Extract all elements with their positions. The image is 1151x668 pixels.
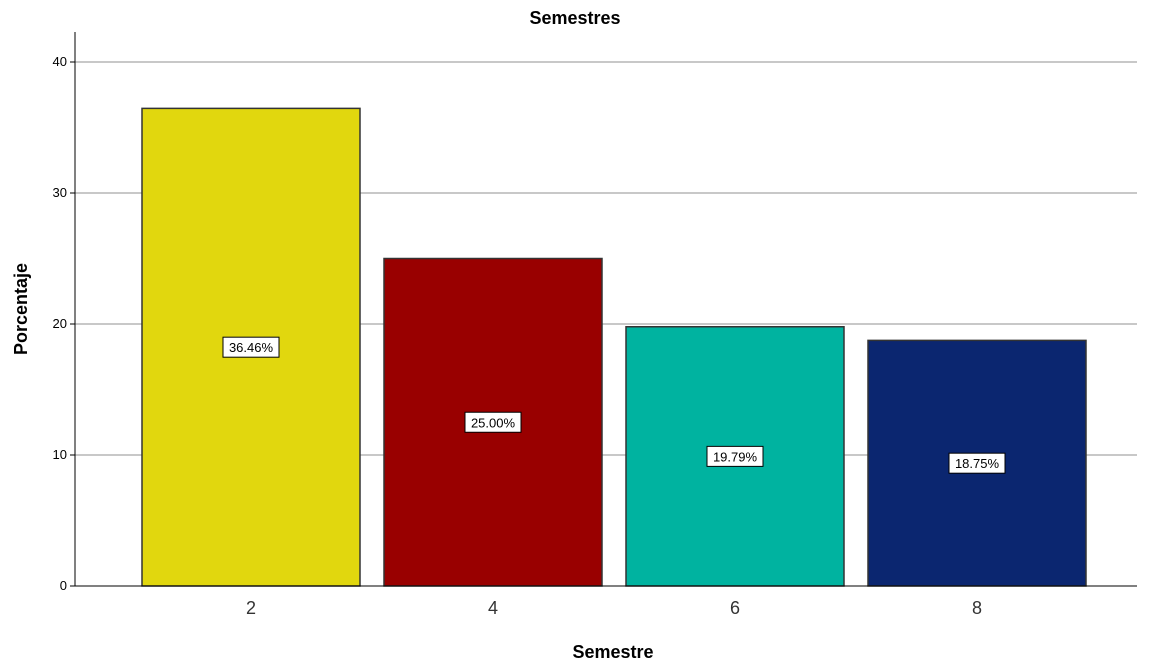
data-label: 36.46% <box>229 340 274 355</box>
x-tick-label: 8 <box>972 598 982 618</box>
chart-title: Semestres <box>529 8 620 28</box>
y-tick-label: 30 <box>53 185 67 200</box>
y-axis-title: Porcentaje <box>11 263 31 355</box>
data-labels: 36.46% 25.00% 19.79% 18.75% <box>222 336 1006 474</box>
data-label: 18.75% <box>955 456 1000 471</box>
x-tick-label: 2 <box>246 598 256 618</box>
x-tick-label: 4 <box>488 598 498 618</box>
x-ticks: 2 4 6 8 <box>246 598 982 618</box>
axes <box>74 32 1137 587</box>
x-axis-title: Semestre <box>572 642 653 662</box>
y-ticks: 0 10 20 30 40 <box>53 54 75 593</box>
y-tick-label: 40 <box>53 54 67 69</box>
data-label-box <box>948 452 1006 474</box>
bars <box>141 107 1087 587</box>
data-label-box <box>222 336 280 358</box>
data-label-box <box>706 445 764 467</box>
x-tick-label: 6 <box>730 598 740 618</box>
data-label-box <box>464 411 522 433</box>
data-label: 19.79% <box>713 449 758 464</box>
y-tick-label: 20 <box>53 316 67 331</box>
data-label: 25.00% <box>471 415 516 430</box>
y-tick-label: 10 <box>53 447 67 462</box>
y-tick-label: 0 <box>60 578 67 593</box>
